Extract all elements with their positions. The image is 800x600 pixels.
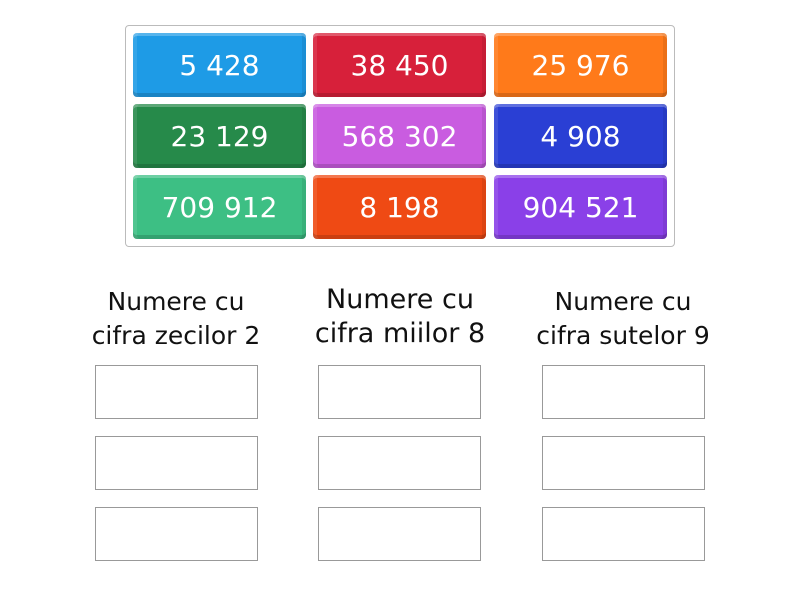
drop-slot[interactable] — [318, 436, 481, 490]
number-tile[interactable]: 38 450 — [313, 33, 486, 97]
group-heading: Numere cu cifra sutelor 9 — [513, 285, 733, 353]
drop-slot[interactable] — [542, 507, 705, 561]
drop-slot[interactable] — [542, 436, 705, 490]
number-tile[interactable]: 904 521 — [494, 175, 667, 239]
number-tile[interactable]: 709 912 — [133, 175, 306, 239]
group-heading-line1: Numere cu — [326, 284, 474, 315]
drop-slot[interactable] — [318, 507, 481, 561]
group-heading-line2: cifra miilor 8 — [314, 318, 486, 349]
number-tile[interactable]: 23 129 — [133, 104, 306, 168]
group-heading-line2: cifra sutelor 9 — [536, 321, 710, 350]
drop-slot[interactable] — [95, 436, 258, 490]
number-tile[interactable]: 5 428 — [133, 33, 306, 97]
drop-slot[interactable] — [95, 365, 258, 419]
group-heading-line1: Numere cu — [554, 287, 692, 316]
drop-slot[interactable] — [95, 507, 258, 561]
number-tile[interactable]: 568 302 — [313, 104, 486, 168]
group-heading: Numere cu cifra miilor 8 — [290, 283, 510, 351]
group-heading-line1: Numere cu — [107, 287, 245, 316]
group-heading: Numere cu cifra zecilor 2 — [66, 285, 286, 353]
number-tile[interactable]: 25 976 — [494, 33, 667, 97]
drop-slot[interactable] — [542, 365, 705, 419]
group-heading-line2: cifra zecilor 2 — [91, 321, 261, 350]
drop-slot[interactable] — [318, 365, 481, 419]
number-tile[interactable]: 8 198 — [313, 175, 486, 239]
number-tile[interactable]: 4 908 — [494, 104, 667, 168]
